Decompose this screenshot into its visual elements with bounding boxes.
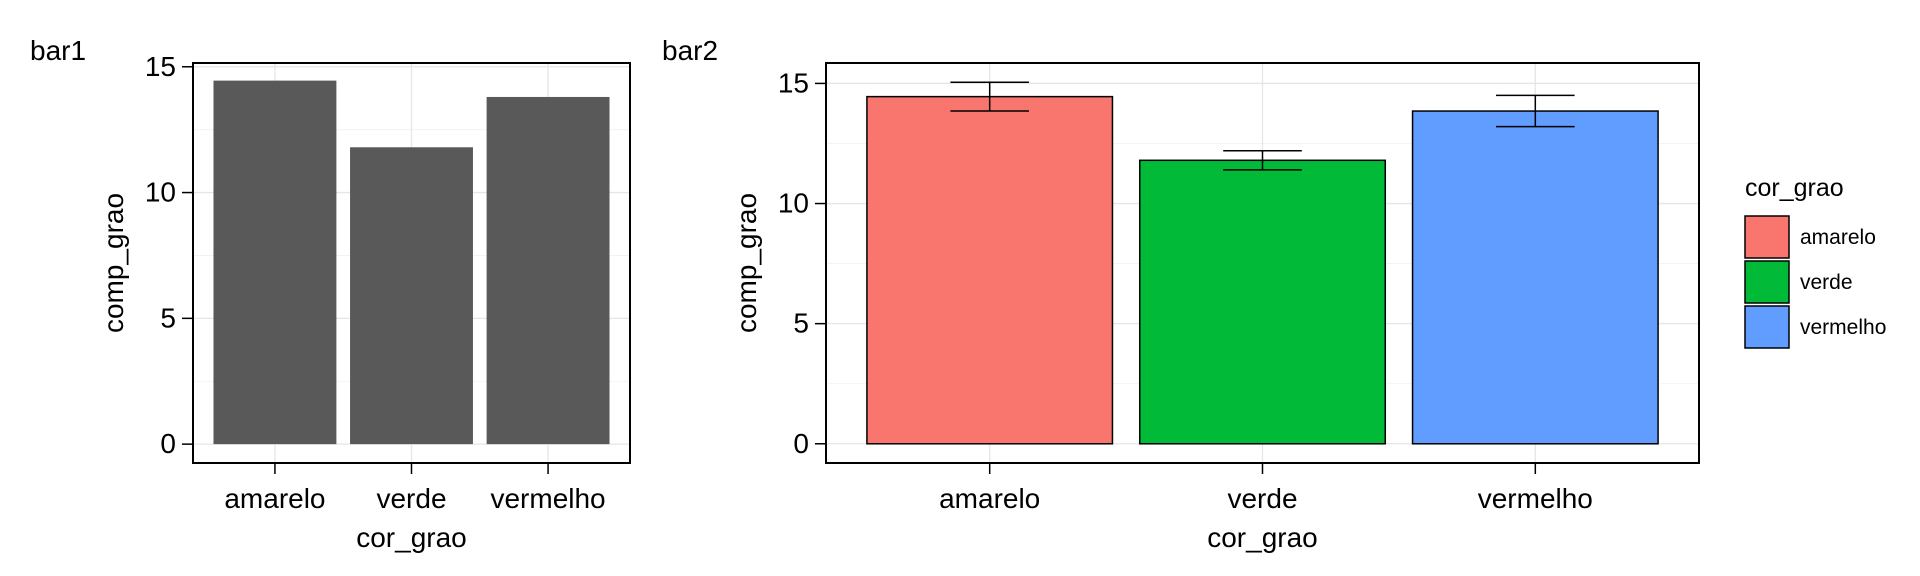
panel-tag-bar2: bar2 xyxy=(662,35,718,66)
plot2-x-axis: amarelo verde vermelho xyxy=(939,463,1593,514)
plot1-x-axis-title: cor_grao xyxy=(356,522,467,553)
legend-items: amarelo verde vermelho xyxy=(1744,215,1886,349)
legend-label-amarelo: amarelo xyxy=(1800,226,1876,249)
x-tick-label-amarelo: amarelo xyxy=(939,483,1040,514)
bar-verde xyxy=(350,147,473,445)
legend-key-vermelho xyxy=(1744,305,1790,349)
plot1-y-axis: 0 5 10 15 xyxy=(145,51,193,459)
plot1-x-axis: amarelo verde vermelho xyxy=(224,463,606,514)
plot2-y-axis-title: comp_grao xyxy=(731,193,762,333)
legend: cor_grao amarelo verde vermelho xyxy=(1744,174,1886,349)
plot2-y-axis: 0 5 10 15 xyxy=(778,67,826,459)
y-tick-label: 0 xyxy=(160,428,176,459)
y-tick-label: 10 xyxy=(145,177,176,208)
legend-label-verde: verde xyxy=(1800,271,1853,294)
x-tick-label-vermelho: vermelho xyxy=(490,483,605,514)
legend-label-vermelho: vermelho xyxy=(1800,316,1886,339)
plot2-error-bars xyxy=(950,81,1575,171)
y-tick-label: 15 xyxy=(145,51,176,82)
y-tick-label: 5 xyxy=(160,302,176,333)
x-tick-label-verde: verde xyxy=(376,483,446,514)
y-tick-label: 0 xyxy=(793,428,809,459)
bar-vermelho xyxy=(1411,110,1659,445)
bar-verde xyxy=(1138,159,1387,445)
legend-title: cor_grao xyxy=(1745,174,1844,202)
y-tick-label: 15 xyxy=(778,67,809,98)
plot2-bars xyxy=(866,95,1659,445)
bar-amarelo xyxy=(866,95,1114,445)
plot2-x-axis-title: cor_grao xyxy=(1207,522,1318,553)
legend-key-verde xyxy=(1744,260,1790,304)
x-tick-label-vermelho: vermelho xyxy=(1478,483,1593,514)
bar-amarelo xyxy=(213,80,337,445)
y-tick-label: 5 xyxy=(793,308,809,339)
bar-vermelho xyxy=(486,96,610,445)
panel-tag-bar1: bar1 xyxy=(30,35,86,66)
legend-key-amarelo xyxy=(1744,215,1790,259)
y-tick-label: 10 xyxy=(778,188,809,219)
x-tick-label-verde: verde xyxy=(1227,483,1297,514)
plot1-bars xyxy=(213,80,610,445)
x-tick-label-amarelo: amarelo xyxy=(224,483,325,514)
plot1-y-axis-title: comp_grao xyxy=(98,193,129,333)
